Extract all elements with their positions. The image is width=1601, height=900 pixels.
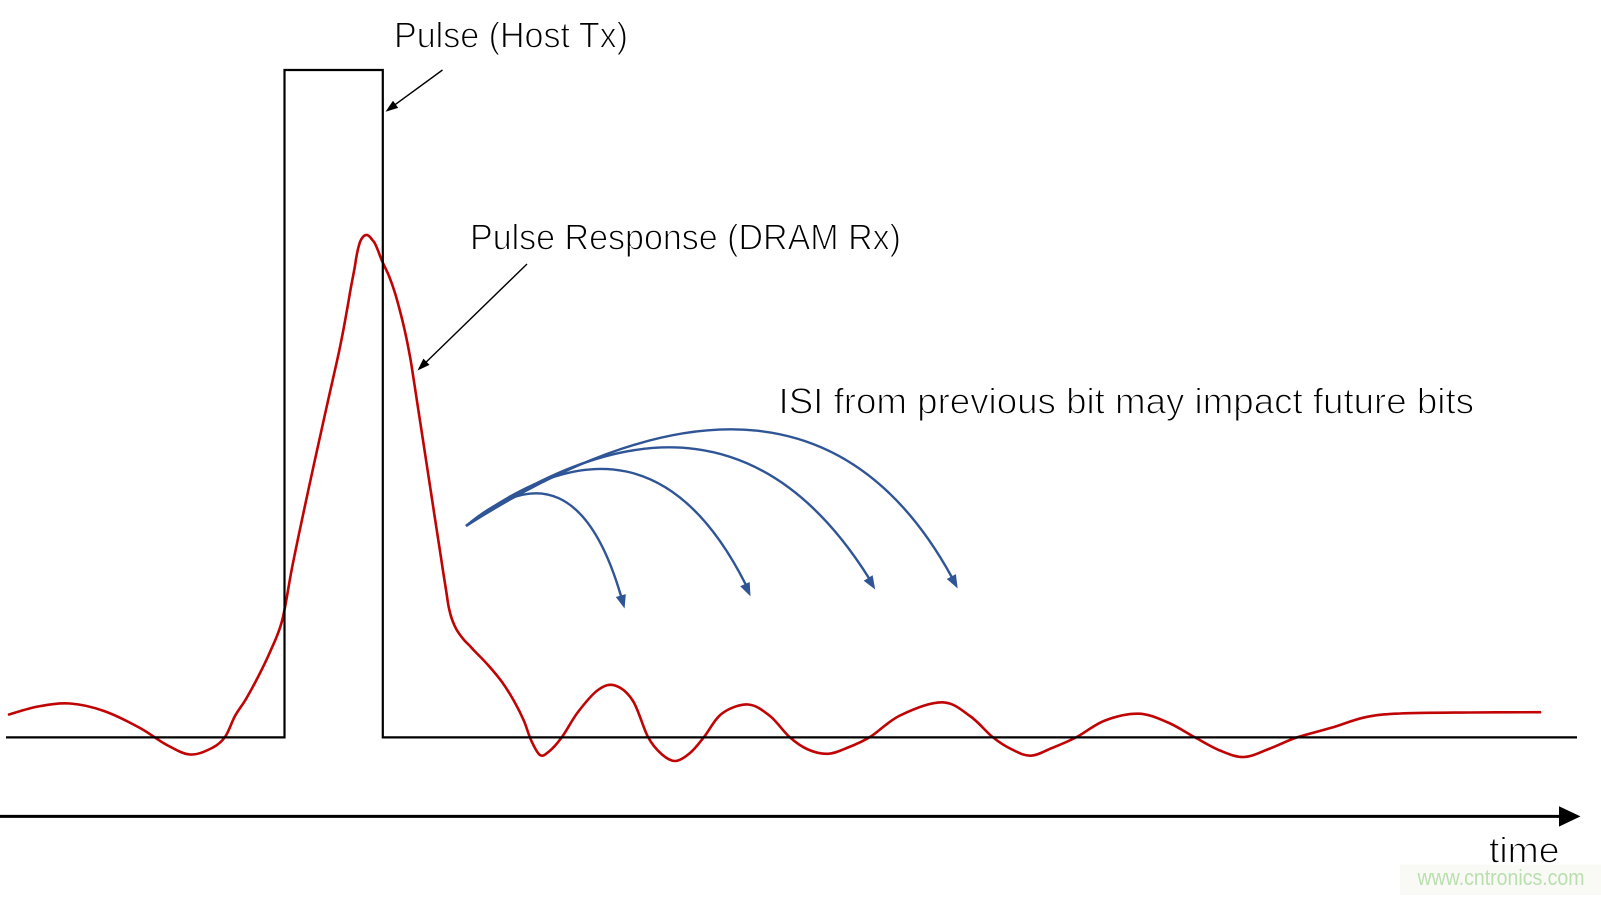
svg-text:time: time	[1489, 830, 1560, 871]
svg-text:Pulse Response (DRAM Rx): Pulse Response (DRAM Rx)	[470, 217, 901, 258]
svg-text:www.cntronics.com: www.cntronics.com	[1417, 865, 1585, 890]
svg-text:Pulse (Host Tx): Pulse (Host Tx)	[394, 15, 628, 56]
svg-text:ISI from previous bit may impa: ISI from previous bit may impact future …	[779, 381, 1475, 422]
